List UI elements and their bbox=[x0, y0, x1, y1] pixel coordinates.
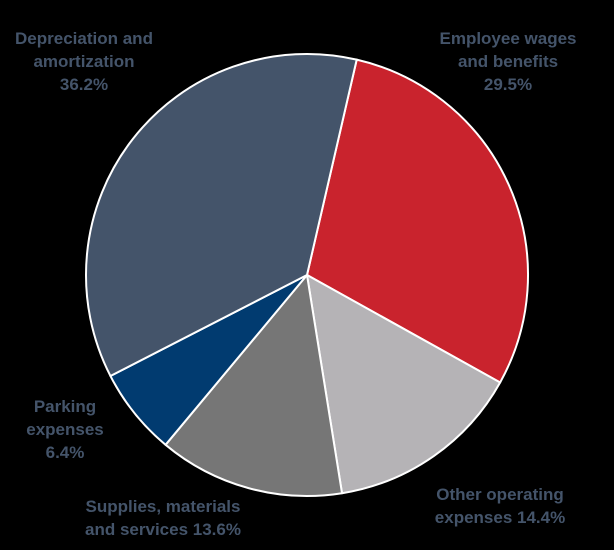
slice-label-line: 36.2% bbox=[60, 75, 108, 94]
slice-label-line: expenses bbox=[26, 420, 104, 439]
pie-labels: Employee wages and benefits 29.5% Other ope… bbox=[15, 29, 576, 539]
slice-label-parking-expenses: Parking expenses 6.4% bbox=[26, 397, 104, 462]
slice-label-line: Depreciation and bbox=[15, 29, 153, 48]
slice-label-supplies-materials-and-services: Supplies, materials and services 13.6% bbox=[85, 497, 241, 539]
slice-label-employee-wages-and-benefits: Employee wages and benefits 29.5% bbox=[439, 29, 576, 94]
slice-label-line: 29.5% bbox=[484, 75, 532, 94]
slice-label-line: Supplies, materials bbox=[86, 497, 241, 516]
slice-label-depreciation-and-amortization: Depreciation and amortization 36.2% bbox=[15, 29, 153, 94]
pie-slice-depreciation-and-amortization bbox=[85, 52, 358, 377]
slice-label-line: expenses 14.4% bbox=[435, 508, 565, 527]
pie-slice-employee-wages-and-benefits bbox=[306, 58, 529, 384]
slice-label-line: amortization bbox=[33, 52, 134, 71]
slice-label-line: and services 13.6% bbox=[85, 520, 241, 539]
slice-label-line: Parking bbox=[34, 397, 96, 416]
slice-label-line: 6.4% bbox=[46, 443, 85, 462]
slice-label-other-operating-expenses: Other operating expenses 14.4% bbox=[435, 485, 565, 527]
slice-label-line: Other operating bbox=[436, 485, 564, 504]
slice-label-line: and benefits bbox=[458, 52, 558, 71]
pie-slices bbox=[85, 52, 529, 498]
slice-label-line: Employee wages bbox=[439, 29, 576, 48]
pie-slice-other-operating-expenses bbox=[306, 274, 502, 495]
pie-slice-supplies-materials-and-services bbox=[164, 274, 344, 498]
